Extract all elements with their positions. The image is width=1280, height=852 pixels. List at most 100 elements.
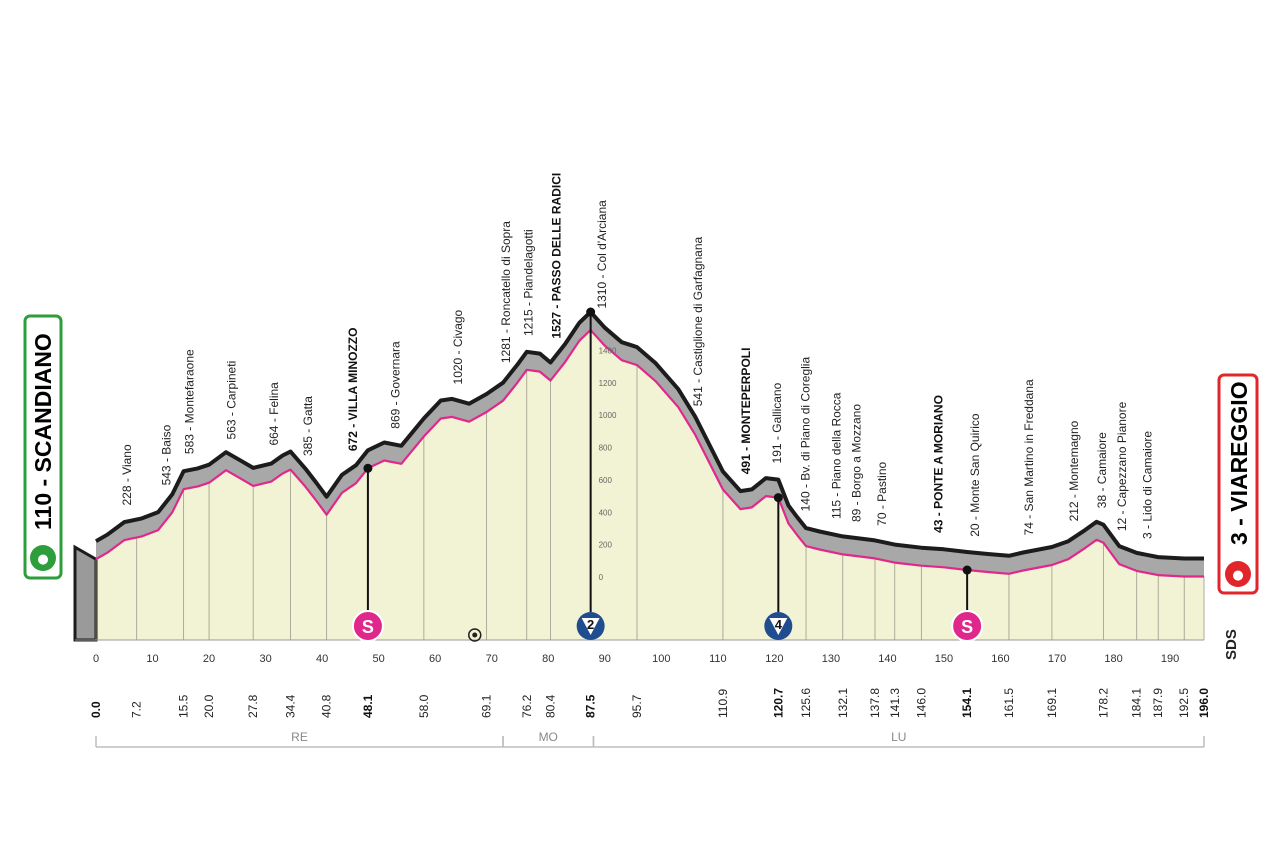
km-tick-label: 50 (373, 653, 385, 665)
distance-label: 87.5 (584, 694, 598, 718)
distance-label: 141.3 (888, 688, 902, 718)
feed-zone-icon (468, 628, 482, 642)
distance-label: 0.0 (89, 701, 103, 718)
altitude-tick-label: 1200 (599, 379, 617, 388)
start-city-frame (23, 314, 63, 580)
distance-label: 192.5 (1177, 688, 1191, 718)
distance-label: 95.7 (630, 694, 644, 718)
distance-label: 69.1 (480, 694, 494, 718)
waypoint-label: 228 - Viano (120, 444, 134, 505)
distance-labels: 0.0 7.2 15.5 20.0 27.8 34.4 40.8 48.1 58.0 69.1 76… (89, 688, 1211, 718)
region-bracket: RE MO LU (95, 730, 1205, 748)
summit-marker-dot (962, 565, 972, 575)
km-tick-label: 170 (1048, 653, 1066, 665)
finish-city-frame (1217, 373, 1259, 595)
sprint-badge-label: S (362, 617, 374, 637)
region-label: MO (539, 730, 558, 744)
km-tick-label: 0 (93, 653, 99, 665)
start-wall (73, 544, 98, 642)
sds-logo: SDS (1223, 629, 1240, 660)
waypoint-label: 1527 - PASSO DELLE RADICI (550, 173, 564, 339)
distance-label: 27.8 (246, 694, 260, 718)
km-tick-label: 40 (316, 653, 328, 665)
waypoint-label: 191 - Gallicano (770, 382, 784, 463)
distance-label: 146.0 (914, 688, 928, 718)
km-tick-label: 100 (652, 653, 670, 665)
distance-label: 196.0 (1197, 688, 1211, 718)
climb-badge-triangle (581, 618, 600, 635)
start-city-label: 110 - SCANDIANO (30, 333, 56, 530)
waypoint-label: 43 - PONTE A MORIANO (931, 395, 945, 533)
km-tick-label: 30 (259, 653, 271, 665)
km-tick-label: 150 (935, 653, 953, 665)
waypoint-label: 583 - Montefaraone (182, 349, 196, 454)
distance-label: 184.1 (1130, 688, 1144, 718)
stage-badges: S 2 4 S (351, 610, 984, 642)
km-tick-label: 130 (822, 653, 840, 665)
altitude-axis: 0 200 400 600 800 1000 1200 1400 (599, 347, 617, 582)
sprint-badge (951, 610, 984, 642)
summit-marker-dot (773, 493, 783, 503)
route-line (95, 328, 1204, 578)
km-axis: 0 10 20 30 40 50 60 70 80 90 100 110 120 130 140 150 160… (93, 653, 1179, 665)
km-tick-label: 180 (1104, 653, 1122, 665)
distance-label: 7.2 (130, 701, 144, 718)
distance-label: 187.9 (1151, 688, 1165, 718)
waypoint-label: 491 - MONTEPERPOLI (739, 348, 753, 475)
waypoint-label: 89 - Borgo a Mozzano (849, 404, 863, 522)
climb-badge-label: 4 (775, 617, 783, 632)
distance-label: 20.0 (202, 694, 216, 718)
distance-label: 15.5 (177, 694, 191, 718)
start-city-sign: 110 - SCANDIANO ● (23, 314, 63, 580)
waypoint-label: 74 - San Martino in Freddana (1022, 379, 1036, 535)
waypoint-label: 385 - Gatta (301, 396, 315, 456)
waypoint-label: 1310 - Col d'Arciana (595, 200, 609, 309)
altitude-tick-label: 0 (599, 573, 604, 582)
waypoint-label: 869 - Governara (389, 341, 403, 429)
terrain-face (96, 330, 1204, 640)
climb-badge-label: 2 (587, 617, 594, 632)
altitude-tick-label: 1400 (599, 347, 617, 356)
waypoint-label: 212 - Montemagno (1067, 420, 1081, 521)
waypoint-labels: 228 - Viano 543 - Baiso 583 - Montefaraone… (120, 173, 1154, 612)
terrain-band (96, 312, 1204, 577)
cyclist-icon (30, 545, 56, 571)
waypoint-label: 3 - Lido di Camaiore (1140, 431, 1154, 539)
waypoint-label: 70 - Pastino (875, 461, 889, 525)
distance-label: 178.2 (1096, 688, 1110, 718)
distance-label: 169.1 (1045, 688, 1059, 718)
km-tick-label: 20 (203, 653, 215, 665)
km-tick-label: 160 (991, 653, 1009, 665)
waypoint-label: 38 - Camaiore (1095, 432, 1109, 508)
distance-label: 154.1 (960, 688, 974, 718)
altitude-tick-label: 200 (599, 541, 613, 550)
waypoint-label: 1020 - Civago (451, 309, 465, 384)
finish-city-label: 3 - VIAREGGIO (1226, 381, 1252, 545)
distance-label: 58.0 (417, 694, 431, 718)
km-tick-label: 120 (765, 653, 783, 665)
finish-cyclist-icon (1225, 561, 1251, 587)
km-tick-label: 70 (486, 653, 498, 665)
finish-city-sign: 3 - VIAREGGIO ● (1217, 373, 1259, 595)
distance-label: 40.8 (320, 694, 334, 718)
waypoint-label: 541 - Castiglione di Garfagnana (691, 236, 705, 406)
distance-label: 80.4 (544, 694, 558, 718)
waypoint-label: 664 - Felina (267, 382, 281, 446)
distance-label: 161.5 (1002, 688, 1016, 718)
altitude-tick-label: 1000 (599, 411, 617, 420)
ridge-line (95, 310, 1204, 561)
feed-zone-icon-dot (472, 632, 478, 638)
waypoint-label: 140 - Bv. di Piano di Coreglia (798, 357, 812, 512)
waypoint-label: 543 - Baiso (160, 424, 174, 485)
distance-label: 120.7 (771, 688, 785, 718)
km-tick-label: 10 (146, 653, 158, 665)
climb-badge-triangle (769, 618, 788, 635)
distance-label: 137.8 (868, 688, 882, 718)
finish-cyclist-glyph: ● (1232, 568, 1243, 583)
km-tick-label: 60 (429, 653, 441, 665)
waypoint-label: 12 - Capezzano Pianore (1115, 401, 1129, 531)
waypoint-label: 563 - Carpineti (225, 361, 239, 440)
distance-label: 132.1 (836, 688, 850, 718)
km-tick-label: 110 (709, 653, 727, 665)
